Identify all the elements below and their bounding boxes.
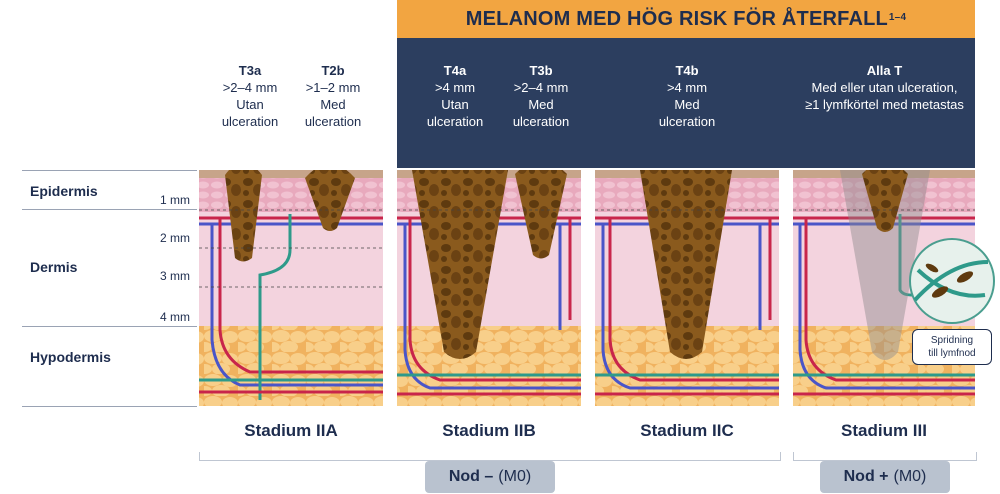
title-superscript: 1–4 [888, 11, 907, 23]
depth-3mm: 3 mm [160, 269, 190, 283]
node-positive-pill: Nod + (M0) [820, 461, 950, 493]
tumor-depth: >2–4 mm [222, 80, 278, 95]
divider-epidermis [22, 209, 197, 210]
node-negative-label: Nod – [448, 468, 494, 485]
tumor-label-t4a: T4a >4 mm Utan ulceration [410, 62, 500, 130]
depth-4mm: 4 mm [160, 310, 190, 324]
node-negative-suffix: (M0) [498, 468, 532, 485]
stage-iia-label: Stadium IIA [244, 421, 338, 440]
tumor-ulceration-word: ulceration [658, 114, 716, 129]
node-negative-pill: Nod – (M0) [425, 461, 555, 493]
tumor-code: T4b [675, 63, 699, 78]
divider-bottom [22, 406, 197, 407]
lymph-node-zoom [909, 238, 995, 324]
divider-dermis [22, 326, 197, 327]
tumor-depth: >4 mm [434, 80, 476, 95]
tumor-code: T3b [529, 63, 553, 78]
panel-stadium-iia [199, 170, 383, 406]
page-title: MELANOM MED HÖG RISK FÖR ÅTERFALL 1–4 [397, 0, 975, 38]
tumor-ulceration-word: ulceration [304, 114, 362, 129]
stage-iii-label: Stadium III [841, 421, 927, 440]
tumor-depth: >2–4 mm [513, 80, 569, 95]
node-positive-label: Nod + [843, 468, 889, 485]
layer-dermis-label: Dermis [30, 259, 78, 275]
layer-hypodermis-label: Hypodermis [30, 349, 111, 365]
lymph-spread-callout: Spridning till lymfnod [912, 329, 992, 365]
tumor-label-t4b: T4b >4 mm Med ulceration [642, 62, 732, 130]
tumor-ulceration: Med [320, 97, 346, 112]
depth-1mm: 1 mm [160, 193, 190, 207]
layer-epidermis-label: Epidermis [30, 183, 98, 199]
tumor-ulceration: Utan [441, 97, 469, 112]
tumor-ulceration: Utan [236, 97, 264, 112]
stage-iic-label: Stadium IIC [640, 421, 734, 440]
tumor-code: T4a [443, 63, 467, 78]
tumor-lymph-node: ≥1 lymfkörtel med metastas [805, 97, 964, 112]
tumor-ulceration-word: ulceration [512, 114, 570, 129]
tumor-depth: >4 mm [666, 80, 708, 95]
tumor-ulceration: Med [674, 97, 700, 112]
depth-2mm: 2 mm [160, 231, 190, 245]
callout-line1: Spridning [930, 335, 974, 346]
tumor-depth: >1–2 mm [305, 80, 361, 95]
title-text: MELANOM MED HÖG RISK FÖR ÅTERFALL [465, 7, 888, 30]
callout-line2: till lymfnod [928, 348, 976, 359]
tumor-code: T3a [238, 63, 262, 78]
tumor-ulceration: Med eller utan ulceration, [811, 80, 958, 95]
bracket-node-positive [793, 452, 977, 461]
stage-iib-label: Stadium IIB [442, 421, 536, 440]
tumor-ulceration: Med [528, 97, 554, 112]
panel-stadium-iib [397, 170, 581, 406]
divider-top [22, 170, 197, 171]
bracket-node-negative [199, 452, 781, 461]
high-risk-header [397, 38, 975, 168]
panel-stadium-iic [595, 170, 779, 406]
tumor-label-t3b: T3b >2–4 mm Med ulceration [496, 62, 586, 130]
tumor-code: T2b [321, 63, 345, 78]
node-positive-suffix: (M0) [893, 468, 927, 485]
tumor-label-t3a: T3a >2–4 mm Utan ulceration [205, 62, 295, 130]
tumor-ulceration-word: ulceration [426, 114, 484, 129]
tumor-code: Alla T [866, 63, 903, 78]
tumor-label-alla-t: Alla T Med eller utan ulceration, ≥1 lym… [792, 62, 977, 113]
tumor-ulceration-word: ulceration [221, 114, 279, 129]
tumor-label-t2b: T2b >1–2 mm Med ulceration [288, 62, 378, 130]
panel-stadium-iii [793, 170, 975, 406]
